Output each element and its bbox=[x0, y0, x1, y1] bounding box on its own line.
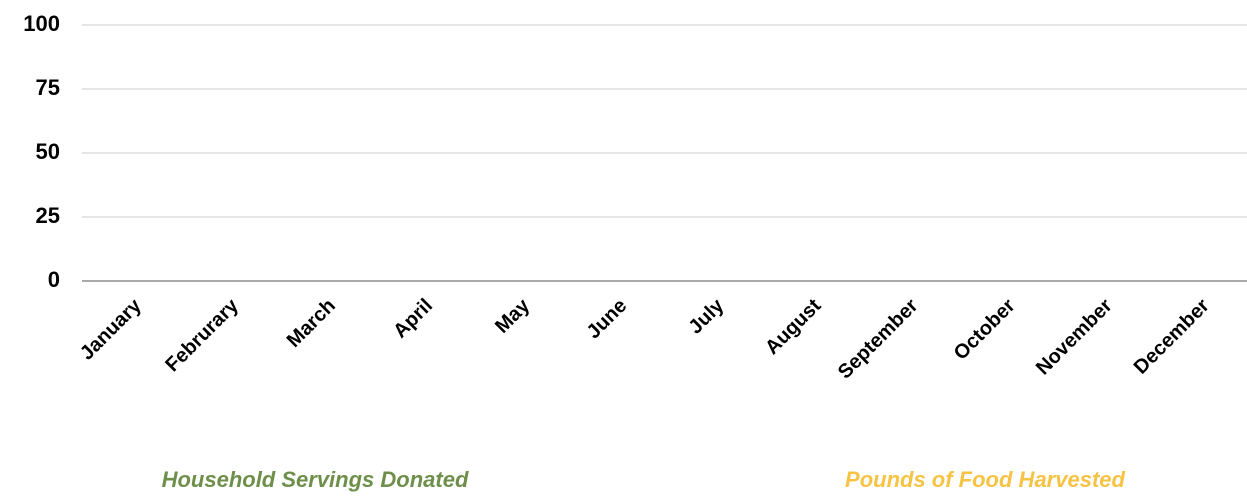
x-tick-label: July bbox=[684, 294, 728, 338]
y-tick-label: 50 bbox=[36, 139, 60, 164]
y-tick-label: 100 bbox=[23, 11, 60, 36]
x-tick-label: March bbox=[283, 295, 340, 352]
legend-label: Household Servings Donated bbox=[162, 467, 469, 492]
x-tick-label: June bbox=[583, 295, 632, 344]
legend-label: Pounds of Food Harvested bbox=[845, 467, 1125, 492]
x-tick-label: May bbox=[491, 294, 535, 338]
x-tick-label: December bbox=[1130, 295, 1214, 379]
y-tick-label: 75 bbox=[36, 75, 60, 100]
x-tick-label: September bbox=[834, 295, 923, 384]
x-tick-label: October bbox=[950, 295, 1020, 365]
y-tick-label: 0 bbox=[48, 267, 60, 292]
x-tick-label: April bbox=[389, 295, 437, 343]
x-tick-label: November bbox=[1032, 295, 1117, 380]
x-tick-label: January bbox=[76, 294, 146, 364]
y-tick-label: 25 bbox=[36, 203, 60, 228]
x-tick-label: August bbox=[761, 294, 826, 359]
x-tick-label: Februrary bbox=[161, 294, 243, 376]
